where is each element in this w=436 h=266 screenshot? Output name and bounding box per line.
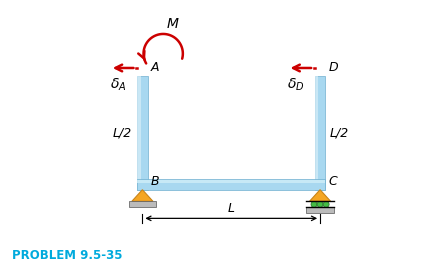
Text: M: M [167,17,179,31]
Bar [315,76,325,190]
Circle shape [311,201,317,207]
Circle shape [323,201,329,207]
Bar [137,76,141,190]
Text: C: C [328,175,337,188]
Bar [137,76,148,190]
Text: B: B [151,175,159,188]
Text: L/2: L/2 [112,127,131,139]
Bar [129,201,156,207]
Bar [137,180,325,183]
Text: L: L [228,202,235,215]
Polygon shape [132,190,153,201]
Text: D: D [328,61,338,74]
Text: L/2: L/2 [330,127,349,139]
Circle shape [317,201,323,207]
Text: A: A [151,61,159,74]
Polygon shape [310,190,330,201]
Text: $\delta_A$: $\delta_A$ [110,76,126,93]
Bar [307,207,334,213]
Bar [315,76,318,190]
Text: $\delta_D$: $\delta_D$ [287,76,305,93]
Bar [137,179,325,190]
Text: PROBLEM 9.5-35: PROBLEM 9.5-35 [12,249,123,262]
